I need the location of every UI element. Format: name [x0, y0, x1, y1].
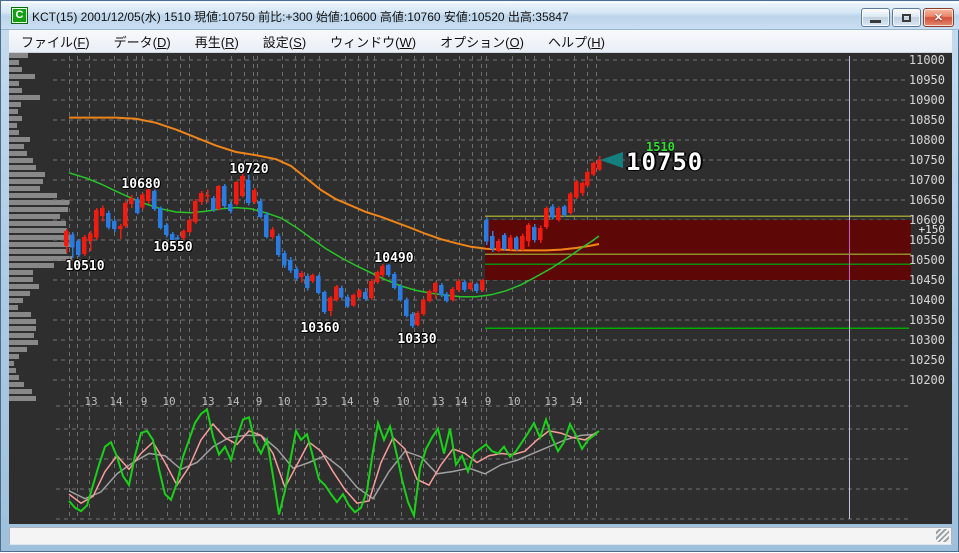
menu-label: データ(	[114, 35, 157, 50]
app-icon-letter: C	[16, 9, 24, 21]
app-icon: C	[11, 7, 28, 24]
maximize-button[interactable]	[892, 8, 921, 27]
window-controls: ✕	[861, 8, 954, 27]
chart-area[interactable]	[9, 53, 952, 524]
resize-grip[interactable]	[936, 529, 949, 542]
titlebar-highlight	[2, 2, 959, 3]
window-title: KCT(15) 2001/12/05(水) 1510 現値:10750 前比:+…	[32, 8, 569, 25]
menu-item-settings[interactable]: 設定(S)	[251, 30, 318, 53]
minimize-icon	[870, 20, 881, 23]
menu-item-data[interactable]: データ(D)	[102, 30, 183, 53]
menu-item-help[interactable]: ヘルプ(H)	[536, 30, 617, 53]
titlebar[interactable]: C KCT(15) 2001/12/05(水) 1510 現値:10750 前比…	[1, 1, 959, 30]
menu-item-replay[interactable]: 再生(R)	[183, 30, 251, 53]
menu-label: ファイル(	[21, 35, 77, 50]
menu-label: ウィンドウ(	[330, 35, 399, 50]
menu-item-file[interactable]: ファイル(F)	[9, 30, 102, 53]
close-icon: ✕	[924, 11, 953, 24]
menu-label: ヘルプ(	[548, 35, 591, 50]
status-bar	[9, 527, 952, 545]
menu-item-window[interactable]: ウィンドウ(W)	[318, 30, 428, 53]
maximize-icon	[902, 14, 911, 22]
menu-label: オプション(	[440, 35, 509, 50]
close-button[interactable]: ✕	[923, 8, 954, 27]
menu-bar: ファイル(F)データ(D)再生(R)設定(S)ウィンドウ(W)オプション(O)ヘ…	[9, 30, 952, 53]
menu-label: 設定(	[263, 35, 293, 50]
menu-label: 再生(	[195, 35, 225, 50]
menu-item-options[interactable]: オプション(O)	[428, 30, 536, 53]
minimize-button[interactable]	[861, 8, 890, 27]
